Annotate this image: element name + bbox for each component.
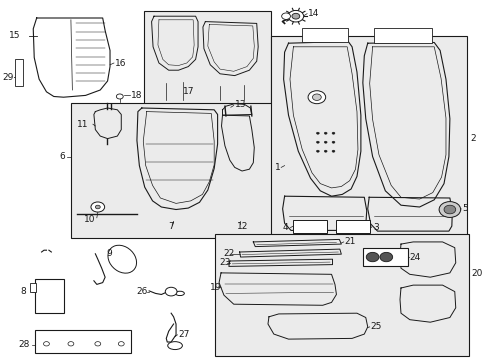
Text: 1: 1 bbox=[275, 163, 281, 172]
Text: 28: 28 bbox=[19, 341, 30, 349]
Text: 17: 17 bbox=[183, 87, 195, 96]
Text: 11: 11 bbox=[77, 120, 89, 129]
Circle shape bbox=[312, 94, 321, 100]
Text: 9: 9 bbox=[106, 249, 112, 258]
Text: 19: 19 bbox=[210, 284, 222, 292]
Circle shape bbox=[95, 205, 100, 209]
Text: 18: 18 bbox=[130, 91, 142, 100]
Text: 25: 25 bbox=[370, 323, 381, 331]
Bar bbox=[293, 220, 326, 233]
Bar bbox=[302, 28, 347, 42]
Circle shape bbox=[438, 202, 460, 217]
Circle shape bbox=[68, 342, 74, 346]
Circle shape bbox=[165, 287, 177, 296]
Ellipse shape bbox=[167, 342, 182, 350]
Circle shape bbox=[443, 205, 455, 214]
Circle shape bbox=[287, 10, 303, 22]
Text: 13: 13 bbox=[234, 100, 246, 109]
Circle shape bbox=[331, 141, 334, 143]
Circle shape bbox=[95, 342, 101, 346]
Text: 12: 12 bbox=[237, 222, 248, 231]
Text: 26: 26 bbox=[136, 287, 147, 296]
Bar bbox=[71, 103, 276, 238]
Text: 27: 27 bbox=[178, 330, 189, 339]
Text: 22: 22 bbox=[223, 249, 234, 258]
Circle shape bbox=[324, 141, 326, 143]
Text: 20: 20 bbox=[470, 269, 481, 278]
Bar bbox=[373, 28, 431, 43]
Circle shape bbox=[291, 13, 299, 19]
Circle shape bbox=[316, 132, 319, 134]
Circle shape bbox=[324, 150, 326, 152]
Bar bbox=[144, 11, 271, 104]
Bar bbox=[271, 36, 466, 238]
Text: 14: 14 bbox=[307, 9, 319, 18]
Circle shape bbox=[43, 342, 49, 346]
Circle shape bbox=[116, 94, 123, 99]
Text: 5: 5 bbox=[461, 204, 467, 213]
Text: 16: 16 bbox=[115, 58, 126, 68]
Text: 21: 21 bbox=[344, 238, 355, 247]
Circle shape bbox=[324, 132, 326, 134]
Circle shape bbox=[331, 150, 334, 152]
Text: 2: 2 bbox=[469, 134, 475, 143]
Circle shape bbox=[307, 91, 325, 104]
Circle shape bbox=[281, 13, 290, 19]
Circle shape bbox=[366, 252, 378, 262]
Circle shape bbox=[379, 252, 392, 262]
Ellipse shape bbox=[175, 291, 184, 296]
Text: 23: 23 bbox=[219, 258, 230, 267]
Text: 10: 10 bbox=[84, 215, 96, 224]
Circle shape bbox=[331, 132, 334, 134]
Bar bbox=[215, 234, 468, 356]
Text: 29: 29 bbox=[2, 73, 14, 82]
Text: 8: 8 bbox=[20, 287, 26, 296]
Circle shape bbox=[316, 150, 319, 152]
Text: 6: 6 bbox=[60, 152, 65, 161]
Text: 24: 24 bbox=[409, 253, 420, 261]
Text: 3: 3 bbox=[372, 223, 378, 232]
Circle shape bbox=[316, 141, 319, 143]
Bar bbox=[362, 248, 407, 266]
Circle shape bbox=[118, 342, 124, 346]
Text: 7: 7 bbox=[168, 222, 174, 231]
Bar bbox=[30, 283, 36, 292]
Circle shape bbox=[91, 202, 104, 212]
Text: 15: 15 bbox=[9, 31, 20, 40]
Text: 4: 4 bbox=[282, 223, 288, 232]
Bar bbox=[35, 330, 130, 353]
Ellipse shape bbox=[108, 245, 136, 273]
Bar bbox=[35, 279, 63, 313]
Bar bbox=[15, 59, 23, 86]
Bar bbox=[336, 220, 369, 233]
